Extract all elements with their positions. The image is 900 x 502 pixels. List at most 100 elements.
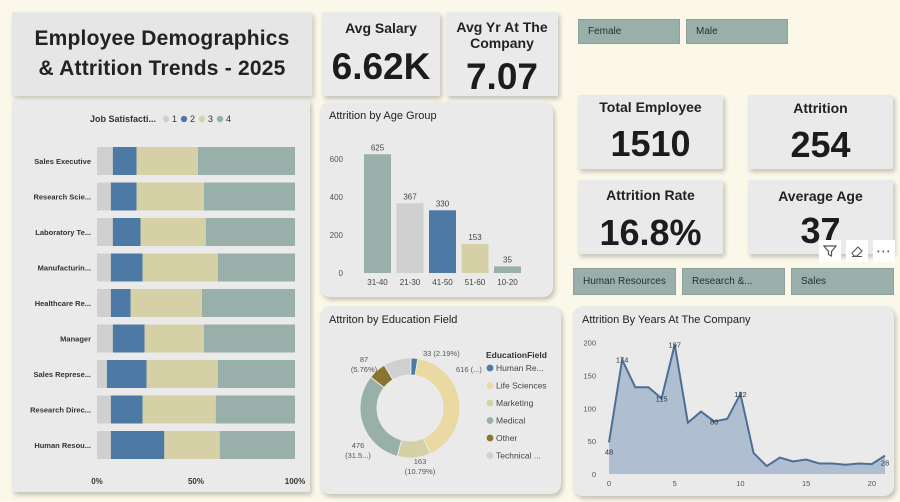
legend-marker-4: [216, 115, 224, 123]
bar-segment-2: [110, 395, 143, 424]
bar-segment-1: [97, 395, 111, 424]
attrition-label: Attrition: [793, 100, 848, 116]
eraser-icon[interactable]: [846, 240, 868, 262]
legend-label-2: 2: [190, 114, 195, 124]
data-label: 367: [403, 192, 417, 201]
category-label: Manufacturin...: [38, 264, 91, 273]
avg-salary-value: 6.62K: [331, 46, 431, 87]
data-label: 35: [503, 255, 512, 264]
point-label: 80: [710, 417, 718, 426]
x-tick: 51-60: [465, 278, 486, 287]
bar-segment-1: [97, 431, 111, 459]
legend-label: Life Sciences: [496, 381, 547, 391]
bar-segment-4: [203, 182, 295, 211]
bar-segment-2: [110, 253, 143, 282]
bar: [364, 154, 391, 273]
age-group-card: Attrition by Age Group 0 200 400 600 625 31-4…: [320, 102, 553, 297]
bar-segment-4: [217, 253, 295, 282]
total-employee-card: Total Employee 1510: [578, 95, 723, 169]
data-label: 625: [371, 143, 385, 152]
legend-marker: [486, 364, 494, 372]
legend-marker-1: [162, 115, 170, 123]
data-label: 153: [468, 233, 482, 242]
y-tick: 0: [592, 470, 596, 479]
avg-years-value: 7.07: [465, 56, 538, 97]
bar-segment-1: [97, 360, 107, 388]
category-label: Manager: [60, 335, 91, 344]
department-slicer-sales[interactable]: Sales: [791, 268, 894, 295]
x-tick: 15: [802, 479, 810, 488]
bar-segment-4: [203, 324, 295, 353]
x-tick: 41-50: [432, 278, 453, 287]
legend-marker: [486, 382, 494, 389]
y-tick: 150: [583, 371, 596, 380]
bar-segment-2: [110, 431, 165, 459]
education-chart: 33 (2.19%) 616 (...) 163(10.79%) 476(31.5..…: [345, 349, 547, 476]
total-employee-label: Total Employee: [599, 99, 702, 115]
filter-icon[interactable]: [819, 240, 841, 262]
bar-segment-2: [110, 289, 131, 317]
bar-segment-3: [146, 360, 218, 388]
total-employee-value: 1510: [610, 123, 691, 164]
attrition-rate-value: 16.8%: [599, 212, 702, 253]
more-options-icon[interactable]: ⋯: [873, 240, 895, 262]
y-tick: 0: [339, 269, 344, 278]
bar-segment-3: [140, 218, 206, 246]
bar-segment-2: [112, 324, 145, 353]
bar-segment-4: [201, 289, 295, 317]
gender-slicer-female[interactable]: Female: [578, 19, 680, 44]
point-label: 174: [616, 356, 629, 365]
bar: [396, 203, 424, 273]
series-line: [608, 344, 886, 468]
donut-label-value: 476: [352, 441, 365, 450]
bar-segment-3: [130, 289, 202, 317]
department-slicer-rd[interactable]: Research &...: [682, 268, 785, 295]
bar-segment-1: [97, 182, 111, 211]
donut-label-pct: (10.79%): [405, 467, 436, 476]
bar-segment-2: [112, 147, 137, 175]
y-tick: 600: [330, 155, 344, 164]
gender-slicer-male[interactable]: Male: [686, 19, 788, 44]
point-label: 28: [881, 459, 889, 468]
age-chart-title: Attrition by Age Group: [329, 110, 437, 122]
bar-segment-4: [219, 431, 295, 459]
x-tick: 20: [868, 479, 876, 488]
point-label: 115: [656, 394, 668, 403]
x-tick: 50%: [188, 477, 204, 486]
point-label: 122: [734, 390, 747, 399]
category-label: Research Scie...: [33, 193, 91, 202]
education-card: Attriton by Education Field 33 (2.19%) 61…: [320, 306, 561, 494]
x-tick: 100%: [285, 477, 305, 486]
category-label: Laboratory Te...: [35, 228, 91, 237]
legend-title: Job Satisfacti...: [90, 114, 156, 124]
x-tick: 0: [607, 479, 611, 488]
legend-label: Technical ...: [496, 451, 541, 461]
legend-marker-2: [180, 115, 188, 123]
legend-label-1: 1: [172, 114, 177, 124]
bar-segment-3: [144, 324, 204, 353]
y-tick: 200: [583, 339, 596, 348]
job-satisfaction-card: Job Satisfacti... 1 2 3 4 Sales Executive Rese…: [12, 100, 310, 492]
average-age-label: Average Age: [778, 188, 863, 204]
legend-label: Medical: [496, 416, 525, 426]
dashboard-title-card: Employee Demographics & Attrition Trends …: [12, 12, 312, 96]
department-slicer-hr[interactable]: Human Resources: [573, 268, 676, 295]
avg-years-card: Avg Yr At The Company 7.07: [446, 12, 558, 97]
bar-segment-4: [205, 218, 295, 246]
data-label: 330: [436, 199, 450, 208]
legend-marker: [486, 417, 494, 424]
bar: [429, 210, 456, 273]
bar-segment-3: [136, 182, 204, 211]
years-chart: 0 50 100 150 200 0 5 10 15 20 48 174 115 197 80 122 28: [583, 339, 889, 488]
y-tick: 400: [330, 193, 344, 202]
bar-segment-2: [106, 360, 147, 388]
legend-label: Human Re...: [496, 363, 544, 373]
avg-years-label: Avg Yr At The Company: [456, 19, 548, 51]
dashboard-title: Employee Demographics & Attrition Trends …: [34, 27, 290, 80]
x-tick: 10: [736, 479, 744, 488]
bar-segment-1: [97, 253, 111, 282]
category-label: Research Direc...: [30, 406, 91, 415]
x-tick: 0%: [91, 477, 103, 486]
x-tick: 21-30: [400, 278, 421, 287]
bar-segment-3: [136, 147, 198, 175]
